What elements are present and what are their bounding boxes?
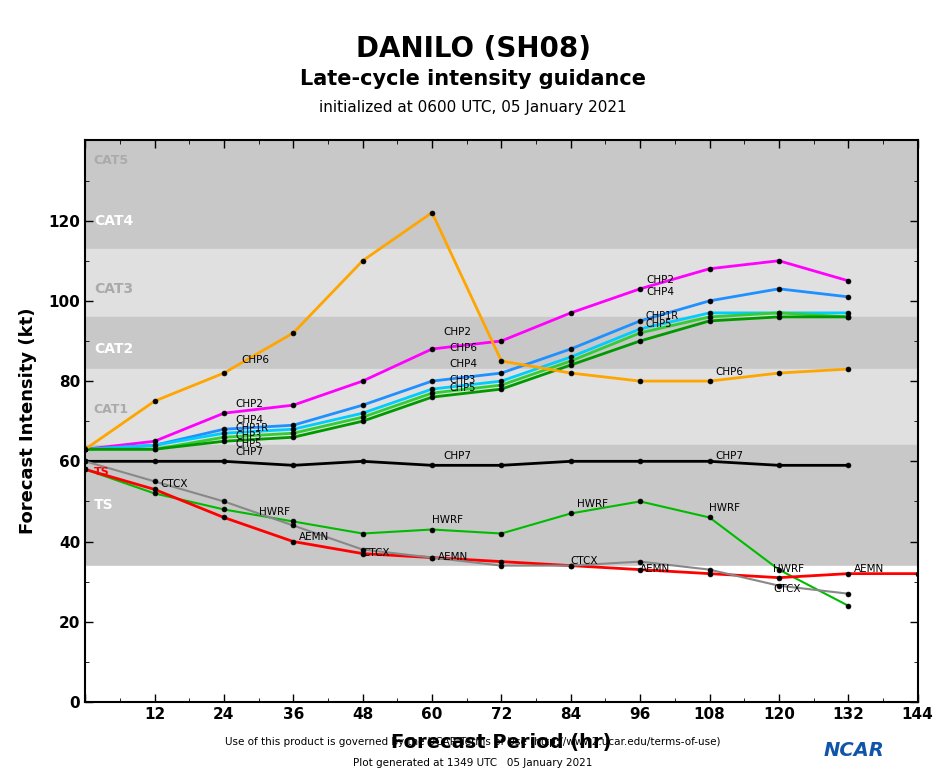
Text: AEMN: AEMN — [299, 531, 329, 541]
Bar — [85, 180, 918, 249]
Text: CTCX: CTCX — [773, 583, 800, 594]
Text: HWRF: HWRF — [773, 564, 804, 573]
X-axis label: Forecast Period (hr): Forecast Period (hr) — [391, 733, 612, 752]
Text: CTCX: CTCX — [570, 555, 598, 566]
Bar — [85, 566, 918, 702]
Text: CAT2: CAT2 — [94, 342, 133, 356]
Text: Use of this product is governed by the UCAR Terms of Use (http://www2.ucar.edu/t: Use of this product is governed by the U… — [225, 737, 721, 747]
Bar — [85, 249, 918, 317]
Text: HWRF: HWRF — [258, 508, 289, 517]
Y-axis label: Forecast Intensity (kt): Forecast Intensity (kt) — [19, 308, 37, 534]
Text: CHP3: CHP3 — [449, 375, 476, 385]
Text: CAT3: CAT3 — [94, 282, 133, 296]
Text: CHP4: CHP4 — [449, 359, 478, 369]
Bar — [85, 140, 918, 180]
Text: CHP1R: CHP1R — [646, 311, 679, 321]
Text: HWRF: HWRF — [576, 499, 607, 509]
Text: CHP3: CHP3 — [236, 431, 262, 441]
Text: CHP2: CHP2 — [646, 275, 674, 285]
Text: TS: TS — [94, 498, 114, 512]
Text: CHP4: CHP4 — [646, 287, 674, 297]
Text: CHP5: CHP5 — [646, 319, 673, 329]
Bar — [85, 369, 918, 445]
Text: CTCX: CTCX — [362, 548, 390, 558]
Text: Late-cycle intensity guidance: Late-cycle intensity guidance — [300, 69, 646, 89]
Text: AEMN: AEMN — [854, 564, 885, 573]
Bar — [85, 445, 918, 566]
Text: NCAR: NCAR — [824, 742, 885, 760]
Text: DANILO (SH08): DANILO (SH08) — [356, 35, 590, 63]
Text: HWRF: HWRF — [710, 503, 741, 513]
Text: CHP5: CHP5 — [449, 383, 476, 393]
Text: HWRF: HWRF — [432, 516, 463, 526]
Text: CTCX: CTCX — [160, 480, 188, 489]
Text: CHP6: CHP6 — [449, 343, 478, 353]
Text: CHP7: CHP7 — [236, 447, 263, 457]
Text: AEMN: AEMN — [640, 564, 671, 573]
Text: CAT4: CAT4 — [94, 214, 133, 228]
Text: CHP6: CHP6 — [715, 367, 744, 377]
Text: TS: TS — [94, 467, 110, 477]
Text: CHP4: CHP4 — [236, 415, 263, 425]
Text: CAT5: CAT5 — [94, 154, 129, 167]
Text: initialized at 0600 UTC, 05 January 2021: initialized at 0600 UTC, 05 January 2021 — [319, 100, 627, 115]
Text: CHP5: CHP5 — [236, 439, 262, 449]
Text: CHP2: CHP2 — [444, 327, 471, 337]
Text: CHP7: CHP7 — [715, 452, 744, 461]
Text: CHP6: CHP6 — [241, 355, 270, 365]
Text: CHP2: CHP2 — [236, 399, 263, 410]
Bar — [85, 317, 918, 369]
Text: CHP1R: CHP1R — [236, 424, 269, 433]
Text: CAT1: CAT1 — [94, 402, 129, 416]
Text: AEMN: AEMN — [438, 551, 468, 562]
Text: CHP7: CHP7 — [444, 452, 471, 461]
Text: Plot generated at 1349 UTC   05 January 2021: Plot generated at 1349 UTC 05 January 20… — [353, 758, 593, 768]
